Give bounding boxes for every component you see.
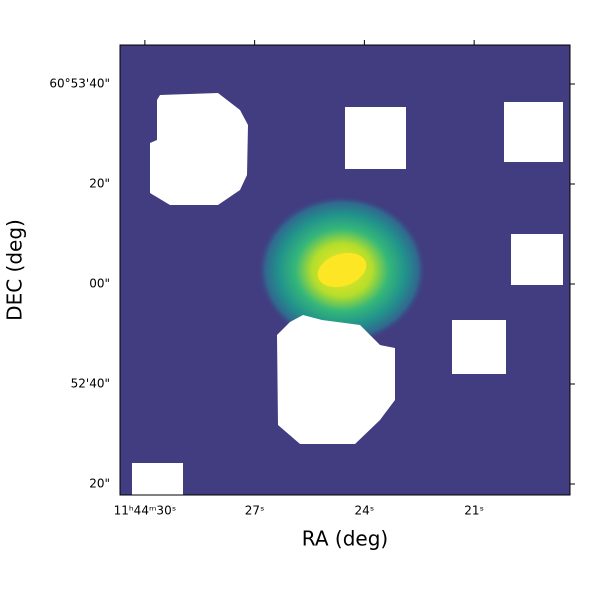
y-tick-label: 52'40" <box>71 377 110 391</box>
image <box>120 45 570 495</box>
x-tick-label: 27ˢ <box>245 504 265 518</box>
x-tick-label: 24ˢ <box>355 504 375 518</box>
y-tick-label: 00" <box>89 277 110 291</box>
x-axis-label: RA (deg) <box>302 527 388 551</box>
x-tick-label: 11ʰ44ᵐ30ˢ <box>114 504 177 518</box>
y-tick-label: 20" <box>89 177 110 191</box>
y-tick-label: 60°53'40" <box>49 77 110 91</box>
x-tick-label: 21ˢ <box>464 504 484 518</box>
y-tick-label: 20" <box>89 477 110 491</box>
y-axis-label: DEC (deg) <box>3 219 27 321</box>
frame <box>119 44 571 496</box>
mask <box>132 93 563 495</box>
